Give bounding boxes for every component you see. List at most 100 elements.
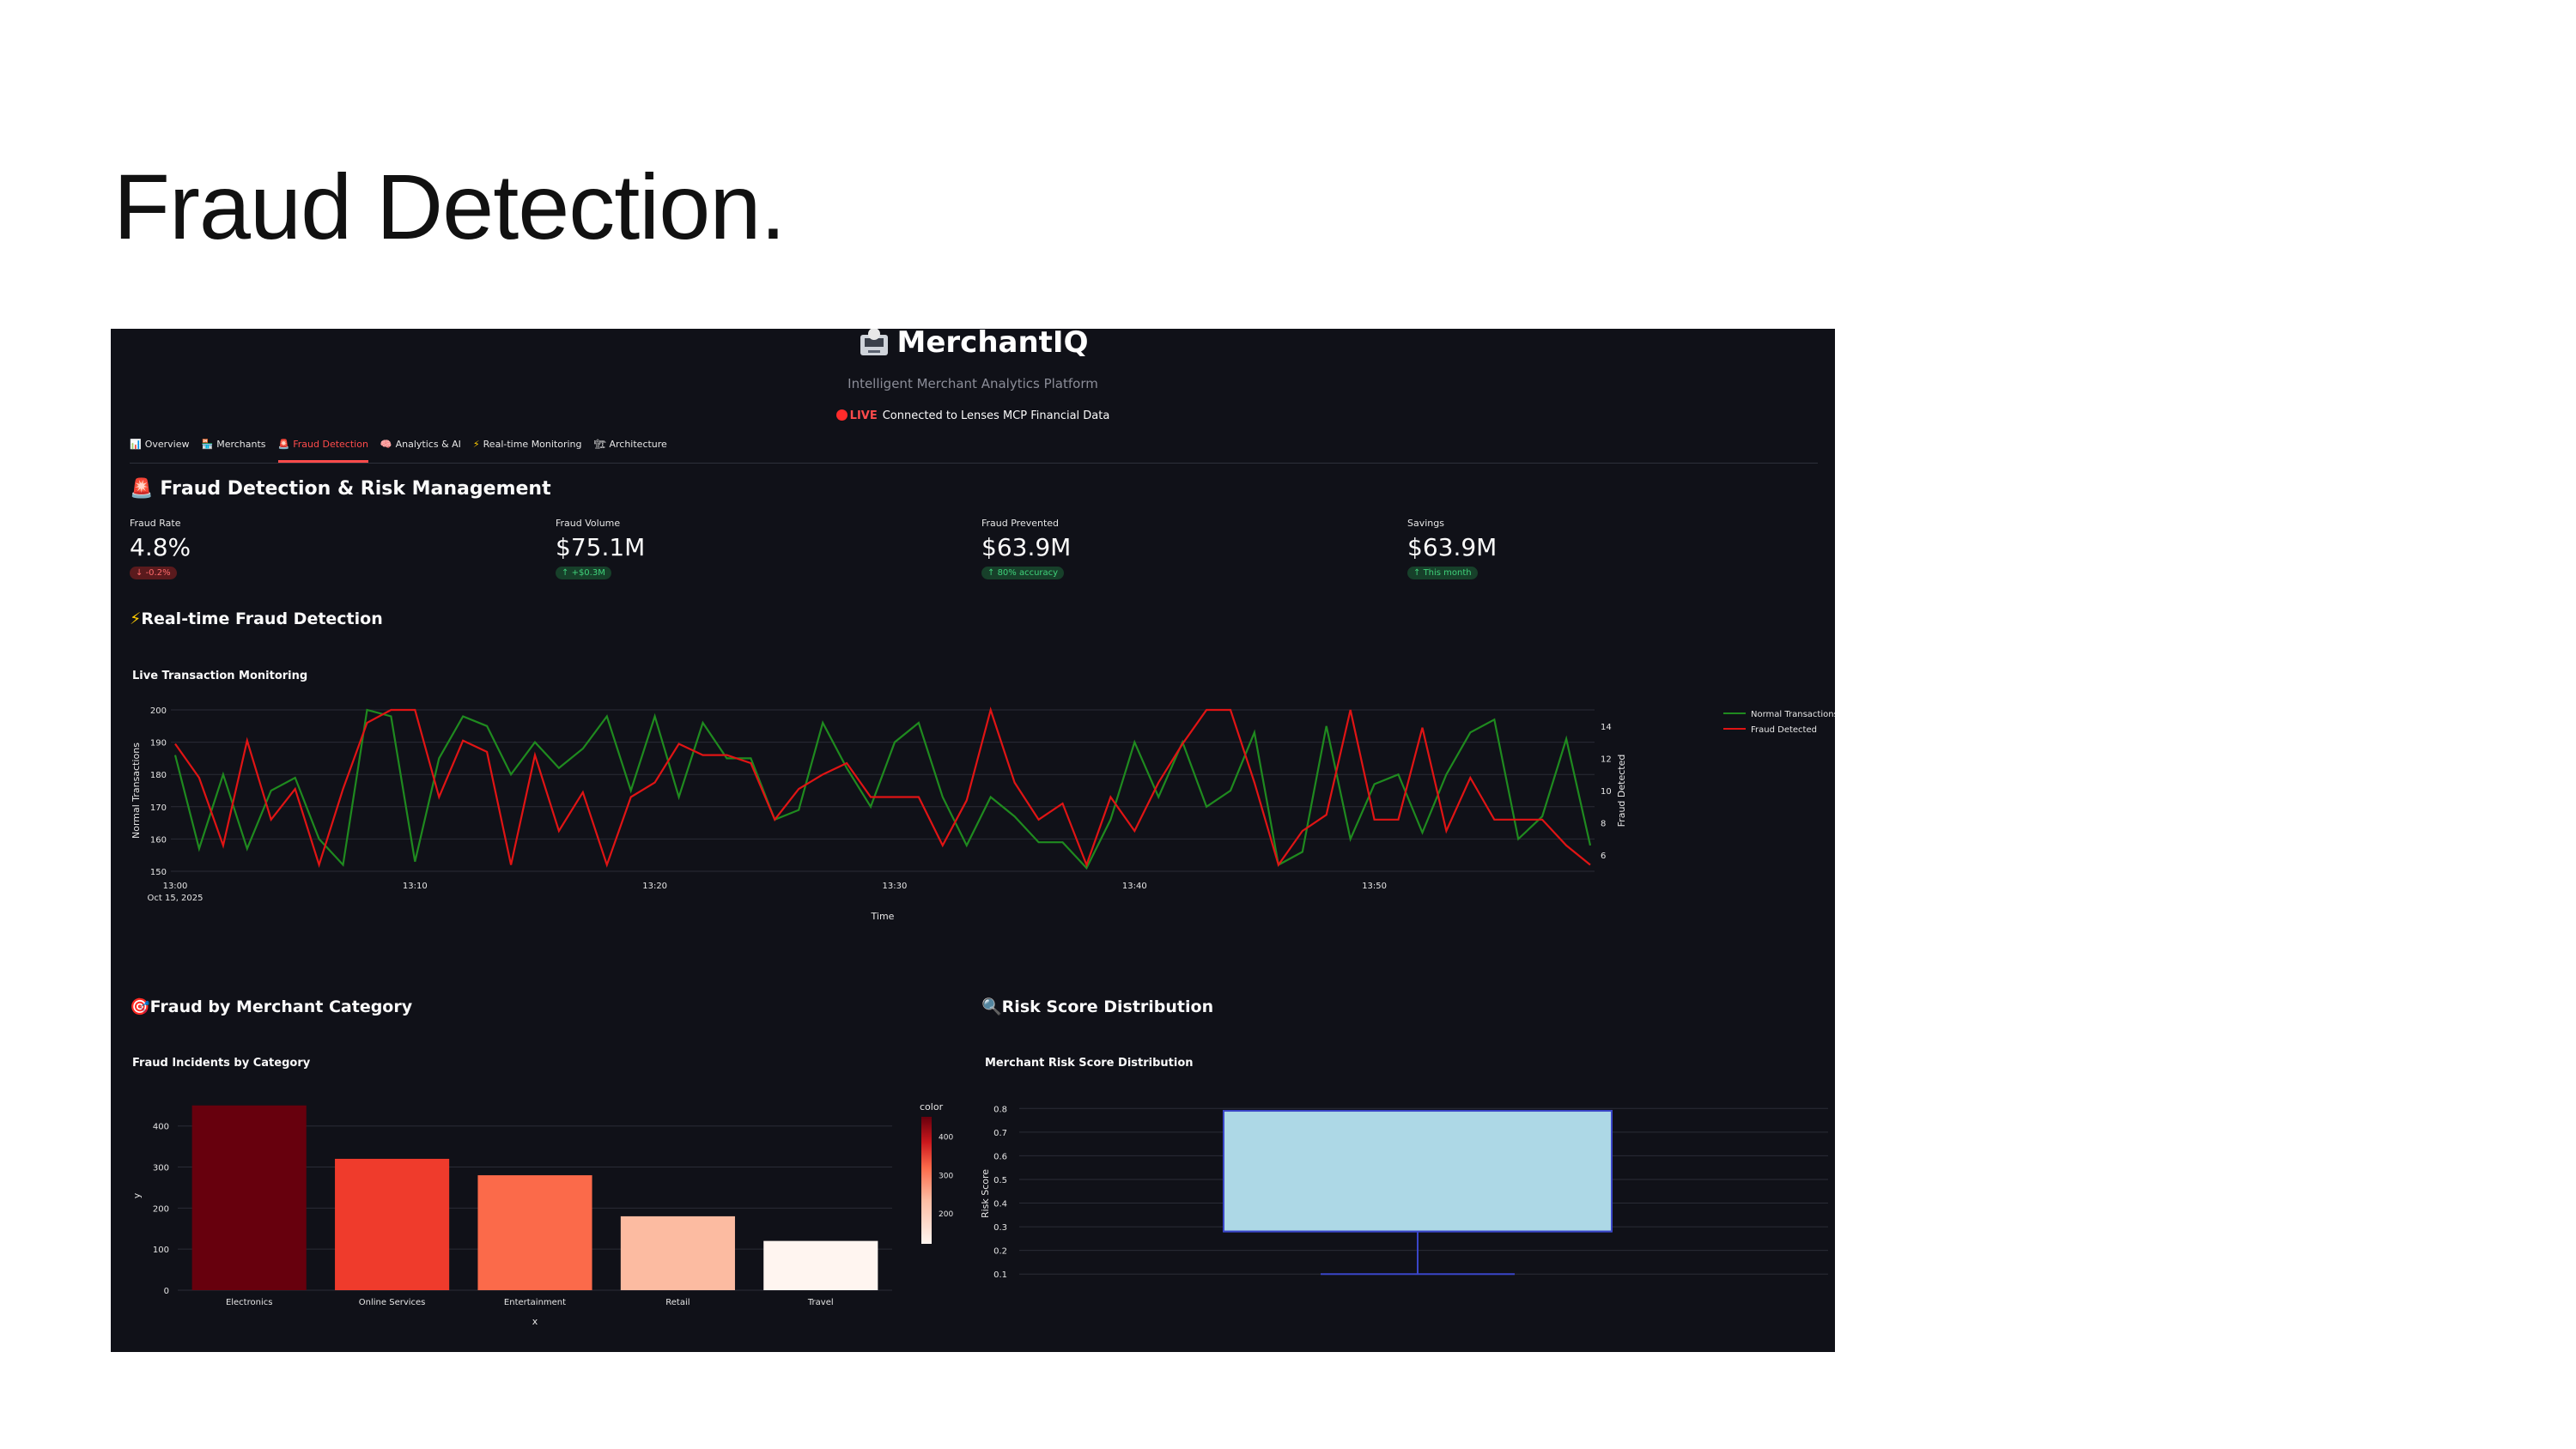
risk-section-title: 🔍Risk Score Distribution: [981, 997, 1213, 1016]
realtime-title-text: Real-time Fraud Detection: [141, 609, 383, 628]
y-tick-label: 0.8: [993, 1105, 1007, 1114]
y-tick-label: 0.3: [993, 1223, 1007, 1233]
bar-online-services: [335, 1158, 450, 1290]
y-tick-label: 0.5: [993, 1176, 1007, 1185]
tab-analytics-ai[interactable]: 🧠 Analytics & AI: [380, 433, 461, 463]
metric-label: Fraud Prevented: [981, 518, 1060, 529]
category-bar-chart[interactable]: 0 100 200 300 400 Electronics Online Services E…: [111, 1076, 969, 1350]
bar-retail: [620, 1216, 735, 1290]
alarm-icon: 🚨: [277, 439, 290, 450]
legend-label: Normal Transactions: [1751, 710, 1835, 719]
app-title-text: MerchantIQ: [896, 329, 1089, 360]
tab-realtime-monitoring[interactable]: ⚡ Real-time Monitoring: [473, 433, 582, 463]
y-tick-label: 300: [153, 1164, 169, 1173]
magnifier-icon: 🔍: [981, 997, 1002, 1016]
y-tick-label: 400: [153, 1123, 169, 1132]
app-subtitle: Intelligent Merchant Analytics Platform: [848, 376, 1098, 391]
metric-value: $63.9M: [981, 533, 1072, 561]
y-tick-label: 0.1: [993, 1270, 1007, 1280]
tab-overview[interactable]: 📊 Overview: [130, 433, 190, 463]
tab-architecture[interactable]: 🏗 Architecture: [594, 433, 667, 463]
metric-delta-text: +$0.3M: [571, 568, 605, 578]
category-title-text: Fraud by Merchant Category: [149, 997, 413, 1016]
metric-savings: Savings $63.9M ↑ This month: [1407, 518, 1751, 579]
x-tick-label: Entertainment: [504, 1298, 566, 1307]
y2-tick-label: 12: [1601, 755, 1612, 764]
y2-tick-label: 14: [1601, 723, 1612, 732]
tab-label: Architecture: [609, 439, 667, 450]
transaction-line-chart[interactable]: 150 160 170 180 190 200 6 8 10 12 14 13:00 13:10 13:2…: [111, 698, 1835, 1024]
metric-delta: ↓ -0.2%: [130, 567, 177, 579]
alarm-icon: 🚨: [130, 478, 154, 500]
x-tick-label: Online Services: [359, 1298, 426, 1307]
colorbar: [921, 1117, 932, 1244]
metric-delta: ↑ +$0.3M: [556, 567, 611, 579]
store-icon: 🏪: [201, 439, 214, 450]
brain-icon: 🧠: [380, 439, 392, 450]
box-body: [1223, 1110, 1613, 1233]
legend-label: Fraud Detected: [1751, 725, 1817, 735]
y-tick-label: 0.7: [993, 1129, 1007, 1138]
tab-label: Merchants: [216, 439, 266, 450]
metric-delta-text: 80% accuracy: [997, 568, 1059, 578]
x-tick-label: Retail: [665, 1298, 690, 1307]
colorbar-title: color: [920, 1101, 944, 1113]
y-tick-label: 0.4: [993, 1200, 1007, 1210]
bar-chart-title: Fraud Incidents by Category: [132, 1057, 311, 1070]
slide-title: Fraud Detection.: [113, 155, 786, 258]
y-axis-title: Normal Transactions: [131, 743, 142, 839]
x-tick-label: 13:30: [883, 882, 908, 891]
x-tick-label: Travel: [807, 1298, 834, 1307]
risk-box-chart[interactable]: 0.1 0.2 0.3 0.4 0.5 0.6 0.7 0.8 Risk Score: [969, 1076, 1828, 1350]
chart-icon: 📊: [130, 439, 142, 450]
realtime-section-title: ⚡Real-time Fraud Detection: [130, 609, 383, 628]
metric-label: Fraud Rate: [130, 518, 181, 529]
metric-delta: ↑ This month: [1407, 567, 1478, 579]
y2-tick-label: 6: [1601, 852, 1606, 861]
lightning-icon: ⚡: [472, 439, 480, 450]
bar-entertainment: [477, 1175, 592, 1290]
y-tick-label: 160: [150, 835, 167, 845]
live-badge: LIVE: [849, 409, 878, 422]
y-tick-label: 100: [153, 1246, 169, 1255]
lightning-icon: ⚡: [130, 609, 142, 628]
y-tick-label: 0: [164, 1287, 169, 1296]
app-title: MerchantIQ: [111, 329, 1835, 360]
x-date-label: Oct 15, 2025: [148, 894, 204, 903]
connection-status: LIVE Connected to Lenses MCP Financial Da…: [111, 409, 1835, 422]
section-title-text: Fraud Detection & Risk Management: [160, 478, 551, 500]
line-chart-title: Live Transaction Monitoring: [132, 670, 308, 682]
tab-merchants[interactable]: 🏪 Merchants: [202, 433, 266, 463]
y-tick-label: 0.6: [993, 1152, 1007, 1161]
tab-fraud-detection[interactable]: 🚨 Fraud Detection: [277, 433, 368, 463]
colorbar-tick-label: 300: [939, 1172, 953, 1180]
y-tick-label: 180: [150, 771, 167, 780]
x-axis-title: Time: [871, 911, 895, 922]
live-dot-icon: [835, 409, 848, 421]
tab-label: Overview: [144, 439, 190, 450]
series-line-normal: [173, 708, 1592, 870]
status-text: Connected to Lenses MCP Financial Data: [882, 409, 1110, 422]
y-tick-label: 200: [150, 706, 167, 716]
x-tick-label: 13:10: [403, 882, 428, 891]
x-tick-label: 13:00: [163, 882, 188, 891]
y2-tick-label: 10: [1601, 787, 1612, 797]
section-title: 🚨 Fraud Detection & Risk Management: [130, 478, 551, 500]
colorbar-tick-label: 400: [939, 1133, 953, 1142]
colorbar-tick-label: 200: [939, 1210, 953, 1219]
y-tick-label: 170: [150, 803, 167, 813]
tab-label: Real-time Monitoring: [483, 439, 582, 450]
x-tick-label: 13:20: [642, 882, 667, 891]
tab-label: Fraud Detection: [293, 439, 368, 450]
x-tick-label: Electronics: [226, 1298, 273, 1307]
y-tick-label: 190: [150, 739, 167, 749]
metric-fraud-rate: Fraud Rate 4.8% ↓ -0.2%: [130, 518, 473, 579]
x-axis-title: x: [532, 1316, 538, 1327]
target-icon: 🎯: [130, 997, 150, 1016]
bar-electronics: [191, 1105, 307, 1290]
series-line-fraud: [174, 706, 1591, 869]
building-icon: 🏗: [593, 439, 606, 450]
metric-label: Fraud Volume: [556, 518, 621, 529]
y-tick-label: 150: [150, 868, 167, 877]
box-chart-title: Merchant Risk Score Distribution: [985, 1057, 1194, 1070]
